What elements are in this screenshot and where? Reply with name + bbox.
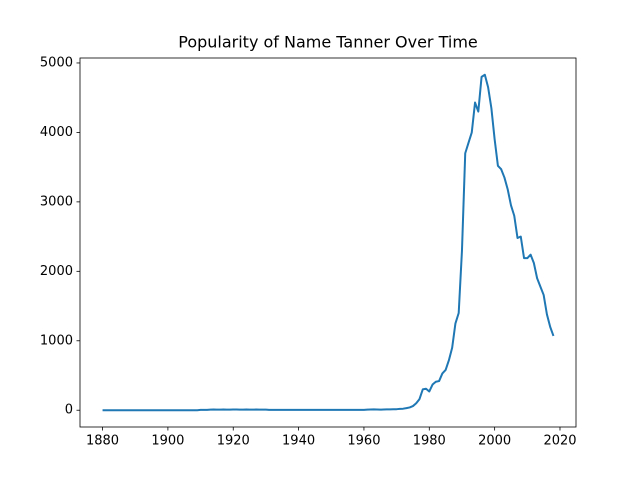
line bbox=[102, 73, 555, 412]
x-tick-label: 1900 bbox=[151, 434, 184, 449]
x-tick-label: 2020 bbox=[543, 434, 576, 449]
y-tick-label: 2000 bbox=[40, 264, 73, 279]
x-tick-label: 1980 bbox=[413, 434, 446, 449]
y-tick-label: 5000 bbox=[40, 55, 73, 70]
x-tick-label: 1920 bbox=[217, 434, 250, 449]
chart-title: Popularity of Name Tanner Over Time bbox=[178, 33, 478, 52]
x-tick-label: 1880 bbox=[86, 434, 119, 449]
y-tick-label: 1000 bbox=[40, 333, 73, 348]
axes-frame bbox=[79, 57, 577, 428]
y-tick-label: 3000 bbox=[40, 194, 73, 209]
x-tick-label: 1960 bbox=[347, 434, 380, 449]
x-tick-label: 2000 bbox=[478, 434, 511, 449]
y-tick-label: 4000 bbox=[40, 125, 73, 140]
x-tick-label: 1940 bbox=[282, 434, 315, 449]
y-tick-label: 0 bbox=[65, 403, 73, 418]
